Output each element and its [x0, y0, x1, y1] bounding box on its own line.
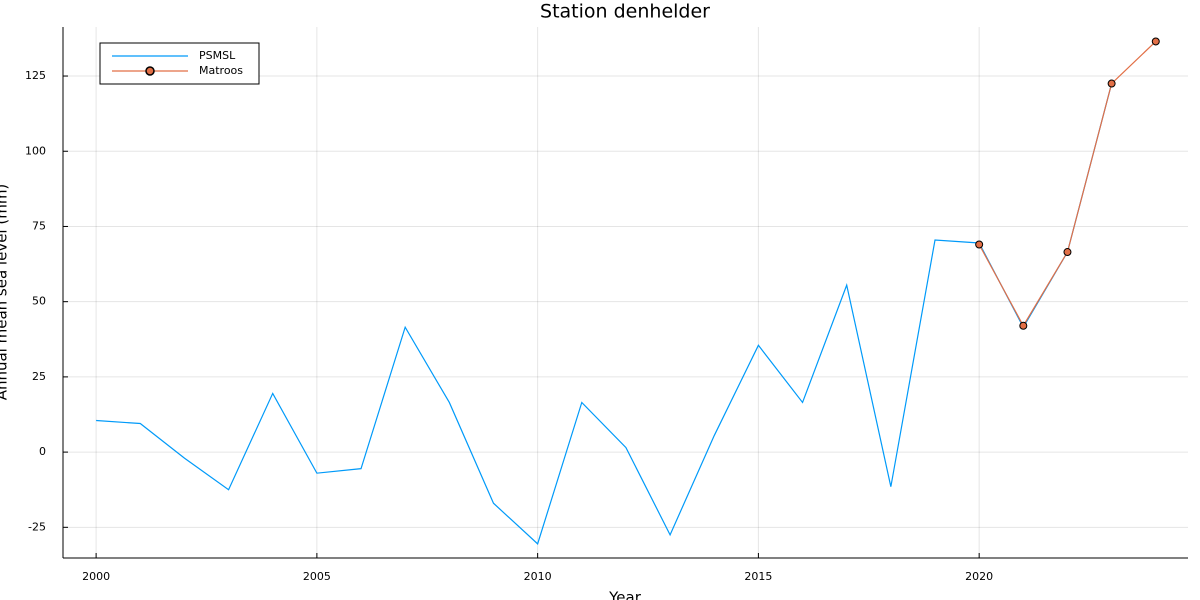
y-tick-label: 100 — [25, 144, 46, 157]
chart-title: Station denhelder — [540, 1, 710, 23]
point-marker — [1019, 321, 1028, 330]
x-tick-label: 2015 — [744, 570, 772, 583]
series-line — [96, 83, 1113, 545]
y-tick-label: 25 — [32, 370, 46, 383]
legend-box — [99, 42, 260, 85]
legend-marker — [145, 66, 155, 76]
x-tick-label: 2000 — [82, 570, 110, 583]
point-marker — [1063, 248, 1072, 257]
point-marker — [1151, 37, 1160, 46]
y-tick-label: -25 — [28, 520, 46, 533]
x-axis-label: Year — [608, 589, 642, 600]
y-tick-label: 50 — [32, 295, 46, 308]
x-tick-label: 2010 — [524, 570, 552, 583]
y-tick-label: 125 — [25, 69, 46, 82]
series-line — [978, 41, 1157, 327]
y-tick-label: 0 — [39, 445, 46, 458]
y-axis-label: Annual mean sea level (mm) — [0, 184, 11, 401]
legend-label: PSMSL — [199, 49, 236, 62]
x-tick-label: 2020 — [965, 570, 993, 583]
legend-label: Matroos — [199, 64, 243, 77]
point-marker — [975, 240, 984, 249]
point-marker — [1107, 79, 1116, 88]
x-tick-label: 2005 — [303, 570, 331, 583]
y-tick-label: 75 — [32, 219, 46, 232]
